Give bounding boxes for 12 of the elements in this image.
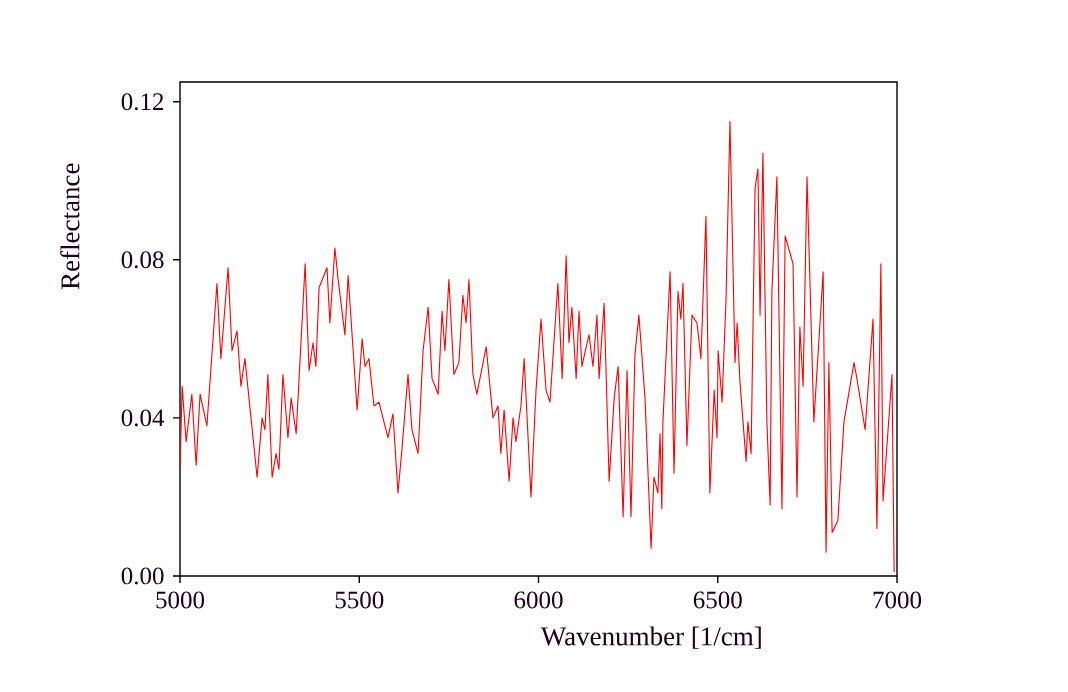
x-tick-label: 7000: [873, 591, 922, 609]
y-tick-label: 0.08: [121, 251, 164, 269]
x-tick-label: 5500: [335, 591, 384, 609]
x-tick-label: 6500: [693, 591, 742, 609]
x-tick-label: 5000: [156, 591, 205, 609]
y-tick-label: 0.12: [121, 93, 164, 111]
x-tick-label: 6000: [514, 591, 563, 609]
line-series: [180, 120, 895, 573]
x-axis-title: Wavenumber [1/cm]: [540, 626, 761, 649]
y-tick-label: 0.04: [121, 409, 165, 427]
y-axis-title: Reflectance: [60, 163, 80, 290]
y-tick-label: 0.00: [121, 567, 164, 585]
